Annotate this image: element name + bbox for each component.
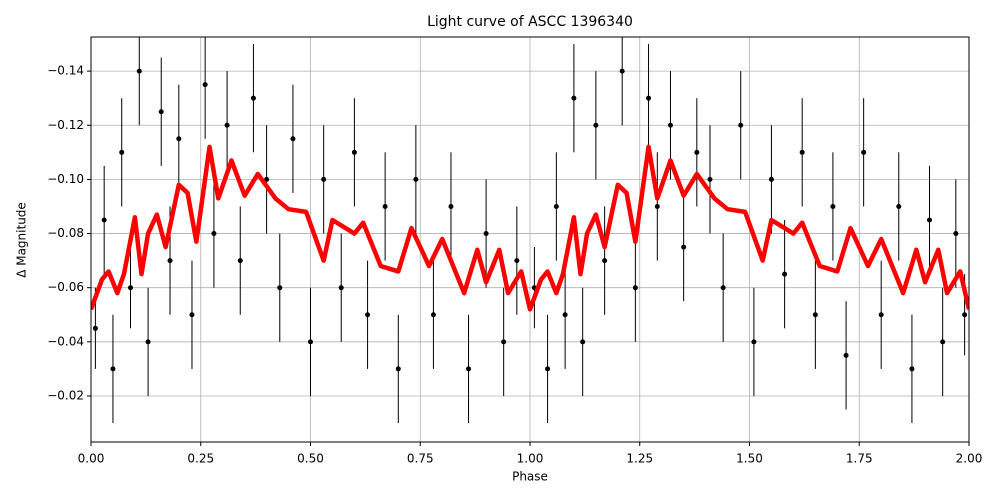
data-point: [571, 95, 577, 101]
data-point: [290, 136, 296, 142]
data-point: [962, 312, 968, 318]
x-tick-label: 1.50: [736, 452, 763, 466]
data-point: [843, 352, 849, 358]
data-point: [483, 231, 489, 237]
y-tick-label: −0.08: [47, 226, 84, 240]
data-point: [593, 122, 599, 128]
data-point: [189, 312, 195, 318]
data-point: [782, 271, 788, 277]
data-point: [128, 285, 134, 291]
x-tick-label: 0.75: [407, 452, 434, 466]
data-point: [878, 312, 884, 318]
data-point: [413, 176, 419, 182]
data-point: [953, 231, 959, 237]
data-point: [119, 149, 125, 155]
x-tick-label: 1.00: [517, 452, 544, 466]
y-tick-label: −0.06: [47, 280, 84, 294]
data-point: [92, 325, 98, 331]
y-tick-label: −0.02: [47, 388, 84, 402]
data-point: [799, 149, 805, 155]
data-point: [145, 339, 151, 345]
model-line: [91, 144, 969, 312]
data-point: [351, 149, 357, 155]
data-point: [632, 285, 638, 291]
x-tick-label: 0.25: [187, 452, 214, 466]
data-point: [909, 366, 915, 372]
data-point: [681, 244, 687, 250]
data-point: [395, 366, 401, 372]
y-tick-label: −0.12: [47, 118, 84, 132]
x-tick-label: 1.25: [626, 452, 653, 466]
data-point: [545, 366, 551, 372]
x-tick-label: 2.00: [956, 452, 983, 466]
data-point: [654, 203, 660, 209]
data-point: [224, 122, 230, 128]
x-tick-label: 1.75: [846, 452, 873, 466]
data-point: [365, 312, 371, 318]
plot-area: [91, 37, 969, 424]
data-point: [861, 149, 867, 155]
data-point: [308, 339, 313, 345]
data-point: [321, 176, 327, 182]
x-tick-label: 0.50: [297, 452, 324, 466]
y-tick-label: −0.10: [47, 172, 84, 186]
data-point: [110, 366, 116, 372]
data-point: [158, 109, 164, 115]
data-point: [101, 217, 107, 223]
data-point: [940, 339, 946, 345]
data-point: [514, 258, 520, 264]
data-point: [176, 136, 182, 142]
data-point: [602, 258, 608, 264]
data-point: [553, 203, 559, 209]
x-axis-label: Phase: [512, 470, 548, 484]
data-point: [812, 312, 818, 318]
y-tick-label: −0.14: [47, 64, 84, 78]
data-point: [237, 258, 243, 264]
data-point: [250, 95, 256, 101]
y-axis-label: Δ Magnitude: [15, 202, 29, 278]
data-point: [466, 366, 472, 372]
x-tick-label: 0.00: [78, 452, 105, 466]
data-point: [562, 312, 568, 318]
plot-frame: [90, 36, 970, 443]
data-point: [738, 122, 744, 128]
data-point: [448, 203, 454, 209]
data-point: [202, 82, 208, 88]
data-point: [751, 339, 757, 345]
data-point: [896, 203, 902, 209]
data-point: [830, 203, 836, 209]
data-point: [382, 203, 388, 209]
data-point: [694, 149, 700, 155]
data-point: [926, 217, 932, 223]
data-point: [707, 176, 713, 182]
y-tick-label: −0.04: [47, 334, 84, 348]
data-point: [211, 231, 217, 237]
data-point: [768, 176, 774, 182]
data-point: [580, 339, 586, 345]
data-point: [501, 339, 507, 345]
data-point: [667, 122, 673, 128]
data-point: [646, 95, 652, 101]
data-point: [136, 68, 142, 74]
chart-title: Light curve of ASCC 1396340: [427, 14, 633, 30]
data-point: [430, 312, 436, 318]
data-point: [720, 285, 726, 291]
data-point: [338, 285, 344, 291]
data-point: [619, 68, 625, 74]
data-point: [277, 285, 283, 291]
data-point: [167, 258, 173, 264]
grid: [90, 37, 970, 442]
